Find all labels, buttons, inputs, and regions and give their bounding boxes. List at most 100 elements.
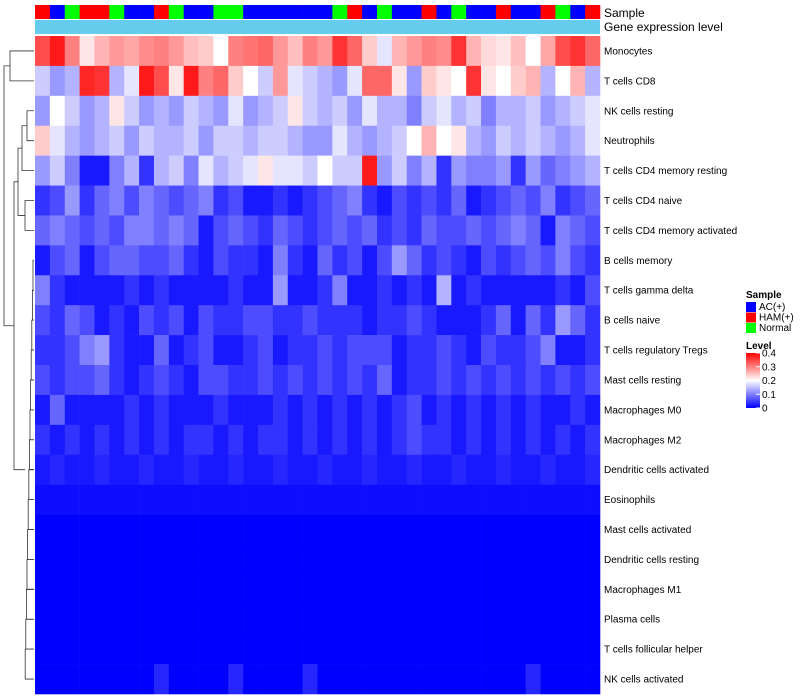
heatmap-cell: [436, 424, 452, 456]
heatmap-cell: [168, 664, 184, 695]
heatmap-cell: [481, 305, 497, 336]
heatmap-cell: [525, 36, 541, 67]
heatmap-cell: [555, 125, 571, 156]
heatmap-cell: [139, 125, 155, 156]
heatmap-cell: [35, 275, 51, 306]
heatmap-cell: [540, 365, 556, 396]
heatmap-cell: [79, 664, 95, 695]
dendrogram-branch: [21, 125, 34, 171]
heatmap-cell: [64, 95, 80, 127]
heatmap-cell: [213, 125, 229, 156]
heatmap-cell: [555, 305, 571, 336]
heatmap-cell: [525, 305, 541, 336]
heatmap-cell: [347, 305, 363, 336]
sample-annotation-cell: [243, 5, 259, 19]
heatmap-cell: [436, 65, 452, 97]
heatmap-cell: [213, 604, 229, 635]
heatmap-cell: [243, 544, 259, 575]
heatmap-cell: [421, 335, 437, 366]
heatmap-cell: [79, 394, 95, 426]
heatmap-cell: [302, 125, 318, 156]
heatmap-cell: [555, 245, 571, 276]
heatmap-cell: [585, 484, 601, 515]
heatmap-cell: [302, 634, 318, 665]
heatmap-cell: [451, 544, 467, 575]
heatmap-cell: [183, 305, 199, 336]
heatmap-cell: [466, 365, 482, 396]
heatmap-cell: [347, 604, 363, 635]
heatmap-cell: [243, 484, 259, 515]
heatmap-cell: [362, 664, 378, 695]
sample-annotation-cell: [109, 5, 125, 19]
heatmap-cell: [64, 454, 80, 485]
heatmap-cell: [243, 65, 259, 97]
heatmap-cell: [198, 125, 214, 156]
heatmap-cell: [570, 544, 586, 575]
heatmap-cell: [585, 65, 601, 97]
heatmap-cell: [362, 604, 378, 635]
heatmap-cell: [570, 275, 586, 306]
heatmap-cell: [35, 305, 51, 336]
heatmap-cell: [198, 664, 214, 695]
heatmap-cell: [287, 394, 303, 426]
heatmap-cell: [585, 275, 601, 306]
heatmap-cell: [421, 484, 437, 515]
heatmap-cell: [35, 365, 51, 396]
heatmap-cell: [258, 305, 274, 336]
heatmap-cell: [317, 185, 333, 216]
heatmap-cell: [510, 275, 526, 306]
heatmap-cell: [347, 424, 363, 456]
sample-annotation-cell: [287, 5, 303, 19]
sample-annotation-cell: [421, 5, 437, 19]
heatmap-cell: [510, 305, 526, 336]
heatmap-cell: [495, 155, 512, 186]
sample-annotation-cell: [213, 5, 229, 19]
heatmap-cell: [49, 335, 66, 366]
heatmap-cell: [168, 36, 184, 67]
gene-expression-annotation-bar: [35, 20, 600, 34]
heatmap-cell: [168, 454, 184, 485]
heatmap-cell: [570, 125, 586, 156]
heatmap-cell: [510, 454, 526, 485]
heatmap-cell: [228, 335, 244, 366]
heatmap-cell: [525, 454, 541, 485]
heatmap-cell: [555, 95, 571, 127]
heatmap-cell: [94, 185, 110, 216]
heatmap-cell: [436, 305, 452, 336]
heatmap-cell: [35, 394, 51, 426]
heatmap-cell: [570, 95, 586, 127]
heatmap-cell: [272, 215, 289, 246]
heatmap-cell: [64, 365, 80, 396]
sample-legend-label: Normal: [759, 323, 791, 334]
heatmap-cell: [362, 454, 378, 485]
dendrogram-branch: [29, 439, 34, 471]
heatmap-cell: [525, 424, 541, 456]
heatmap-cell: [525, 514, 541, 545]
heatmap-cell: [362, 484, 378, 515]
heatmap-cell: [153, 634, 170, 665]
dendrogram-branch: [27, 529, 34, 560]
heatmap-cell: [332, 544, 348, 575]
heatmap-cell: [376, 305, 393, 336]
heatmap-cell: [183, 544, 199, 575]
heatmap-cell: [109, 664, 125, 695]
heatmap-cell: [302, 574, 318, 605]
heatmap-cell: [272, 125, 289, 156]
heatmap-cell: [540, 664, 556, 695]
heatmap-cell: [139, 215, 155, 246]
sample-group-legend: AC(+)HAM(+)Normal: [746, 302, 794, 334]
heatmap-cell: [555, 394, 571, 426]
heatmap-cell: [198, 185, 214, 216]
heatmap-cell: [124, 664, 140, 695]
heatmap-cell: [540, 215, 556, 246]
heatmap-cell: [391, 514, 408, 545]
heatmap-cell: [168, 125, 184, 156]
heatmap-cell: [347, 125, 363, 156]
heatmap-cell: [213, 454, 229, 485]
heatmap-cell: [421, 394, 437, 426]
heatmap-cell: [198, 634, 214, 665]
heatmap-cell: [124, 365, 140, 396]
heatmap-cell: [376, 155, 393, 186]
sample-annotation-cell: [466, 5, 482, 19]
heatmap-cell: [555, 574, 571, 605]
